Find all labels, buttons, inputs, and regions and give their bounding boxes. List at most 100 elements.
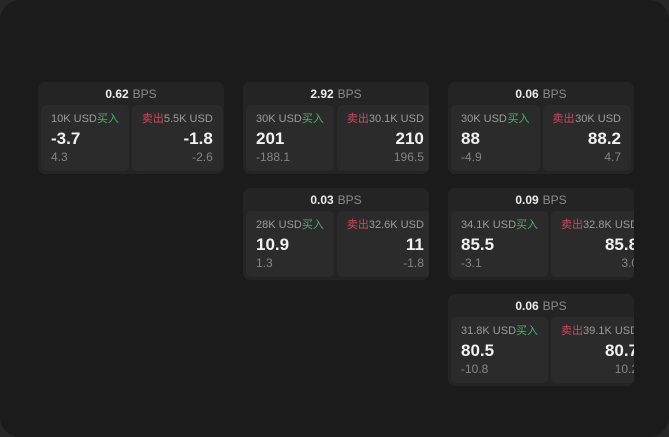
buy-label-row: 30K USD 买入 (256, 113, 324, 126)
sell-price: 210 (395, 129, 424, 148)
buy-secondary-value: -3.1 (461, 256, 482, 270)
sell-quote-panel[interactable]: 卖出 30K USD 88.2 4.7 (542, 105, 631, 171)
sell-secondary-value: 4.7 (604, 150, 621, 164)
bps-unit-label: BPS (337, 86, 362, 101)
sell-secondary-value: 3.0 (621, 256, 634, 270)
sell-quote-panel[interactable]: 卖出 5.5K USD -1.8 -2.6 (131, 105, 223, 171)
buy-secondary-value: -4.9 (461, 150, 482, 164)
buy-price: -3.7 (51, 129, 81, 148)
buy-notional: 30K USD (461, 113, 507, 125)
buy-quote-panel[interactable]: 31.8K USD 买入 80.5 -10.8 (451, 317, 549, 383)
buy-price: 201 (256, 129, 285, 148)
buy-secondary-value: 4.3 (51, 150, 68, 164)
sell-label-row: 卖出 39.1K USD (561, 325, 634, 338)
quote-card: 0.03 BPS 28K USD 买入 10.9 1.3 卖出 32.6K US… (243, 188, 429, 280)
card-header: 0.06 BPS (448, 294, 634, 317)
card-header: 0.09 BPS (448, 188, 634, 211)
sell-price: 11 (405, 235, 424, 254)
bps-value: 0.06 (515, 298, 539, 313)
buy-label-row: 31.8K USD 买入 (461, 325, 538, 338)
bps-unit-label: BPS (132, 86, 157, 101)
sell-side-label: 卖出 (552, 113, 575, 125)
sell-notional: 30K USD (575, 113, 621, 125)
sell-quote-panel[interactable]: 卖出 32.6K USD 11 -1.8 (336, 211, 429, 277)
sell-quote-panel[interactable]: 卖出 32.8K USD 85.8 3.0 (551, 211, 634, 277)
buy-secondary-value: 1.3 (256, 256, 273, 270)
quote-panels: 34.1K USD 买入 85.5 -3.1 卖出 32.8K USD 85.8… (448, 211, 634, 280)
sell-label-row: 卖出 30.1K USD (347, 113, 424, 126)
buy-price: 88 (461, 129, 480, 148)
sell-label-row: 卖出 30K USD (553, 113, 622, 126)
quote-grid: 0.62 BPS 10K USD 买入 -3.7 4.3 卖出 5.5K USD (38, 82, 634, 386)
buy-notional: 31.8K USD (461, 325, 517, 337)
buy-quote-panel[interactable]: 10K USD 买入 -3.7 4.3 (41, 105, 129, 171)
sell-quote-panel[interactable]: 卖出 30.1K USD 210 196.5 (336, 105, 429, 171)
buy-side-label: 买入 (301, 113, 324, 125)
sell-side-label: 卖出 (346, 113, 369, 125)
bps-unit-label: BPS (542, 86, 567, 101)
sell-secondary-value: -2.6 (192, 150, 213, 164)
bps-value: 0.06 (515, 86, 539, 101)
quote-card: 2.92 BPS 30K USD 买入 201 -188.1 卖出 30.1K … (243, 82, 429, 174)
buy-quote-panel[interactable]: 30K USD 买入 201 -188.1 (246, 105, 334, 171)
quote-card: 0.62 BPS 10K USD 买入 -3.7 4.3 卖出 5.5K USD (38, 82, 224, 174)
bps-unit-label: BPS (337, 192, 362, 207)
buy-quote-panel[interactable]: 34.1K USD 买入 85.5 -3.1 (451, 211, 549, 277)
quote-card: 0.06 BPS 30K USD 买入 88 -4.9 卖出 30K USD (448, 82, 634, 174)
quote-card: 0.09 BPS 34.1K USD 买入 85.5 -3.1 卖出 32.8K… (448, 188, 634, 280)
sell-side-label: 卖出 (141, 113, 164, 125)
bps-unit-label: BPS (542, 192, 567, 207)
sell-label-row: 卖出 32.8K USD (561, 219, 634, 232)
buy-price: 80.5 (461, 341, 495, 360)
buy-side-label: 买入 (96, 113, 119, 125)
sell-price: -1.8 (183, 129, 213, 148)
buy-label-row: 30K USD 买入 (461, 113, 530, 126)
sell-secondary-value: 10.2 (614, 362, 634, 376)
quote-card: 0.06 BPS 31.8K USD 买入 80.5 -10.8 卖出 39.1… (448, 294, 634, 386)
card-header: 2.92 BPS (243, 82, 429, 105)
buy-notional: 34.1K USD (461, 219, 517, 231)
sell-notional: 39.1K USD (583, 325, 634, 337)
bps-unit-label: BPS (542, 298, 567, 313)
card-header: 0.62 BPS (38, 82, 224, 105)
quote-panels: 10K USD 买入 -3.7 4.3 卖出 5.5K USD -1.8 -2.… (38, 105, 224, 174)
buy-quote-panel[interactable]: 28K USD 买入 10.9 1.3 (246, 211, 334, 277)
buy-side-label: 买入 (516, 325, 539, 337)
sell-label-row: 卖出 5.5K USD (142, 113, 213, 126)
sell-notional: 5.5K USD (163, 113, 213, 125)
quote-panels: 30K USD 买入 88 -4.9 卖出 30K USD 88.2 4.7 (448, 105, 634, 174)
buy-side-label: 买入 (516, 219, 539, 231)
buy-label-row: 10K USD 买入 (51, 113, 119, 126)
bps-value: 2.92 (310, 86, 334, 101)
quote-panels: 31.8K USD 买入 80.5 -10.8 卖出 39.1K USD 80.… (448, 317, 634, 386)
sell-side-label: 卖出 (561, 219, 584, 231)
bps-value: 0.62 (105, 86, 129, 101)
sell-side-label: 卖出 (561, 325, 584, 337)
sell-notional: 32.6K USD (368, 219, 424, 231)
quote-panels: 28K USD 买入 10.9 1.3 卖出 32.6K USD 11 -1.8 (243, 211, 429, 280)
buy-quote-panel[interactable]: 30K USD 买入 88 -4.9 (451, 105, 540, 171)
sell-notional: 30.1K USD (368, 113, 424, 125)
buy-secondary-value: -188.1 (256, 150, 291, 164)
sell-price: 85.8 (604, 235, 634, 254)
buy-secondary-value: -10.8 (461, 362, 489, 376)
card-header: 0.06 BPS (448, 82, 634, 105)
bps-value: 0.03 (310, 192, 334, 207)
buy-side-label: 买入 (507, 113, 530, 125)
card-header: 0.03 BPS (243, 188, 429, 211)
sell-side-label: 卖出 (346, 219, 369, 231)
sell-notional: 32.8K USD (583, 219, 634, 231)
sell-quote-panel[interactable]: 卖出 39.1K USD 80.7 10.2 (551, 317, 634, 383)
sell-secondary-value: -1.8 (403, 256, 424, 270)
sell-label-row: 卖出 32.6K USD (347, 219, 424, 232)
buy-notional: 28K USD (256, 219, 302, 231)
buy-label-row: 34.1K USD 买入 (461, 219, 538, 232)
bps-value: 0.09 (515, 192, 539, 207)
sell-secondary-value: 196.5 (393, 150, 424, 164)
buy-side-label: 买入 (301, 219, 324, 231)
buy-label-row: 28K USD 买入 (256, 219, 324, 232)
buy-notional: 30K USD (256, 113, 302, 125)
quote-panels: 30K USD 买入 201 -188.1 卖出 30.1K USD 210 1… (243, 105, 429, 174)
buy-price: 10.9 (256, 235, 290, 254)
